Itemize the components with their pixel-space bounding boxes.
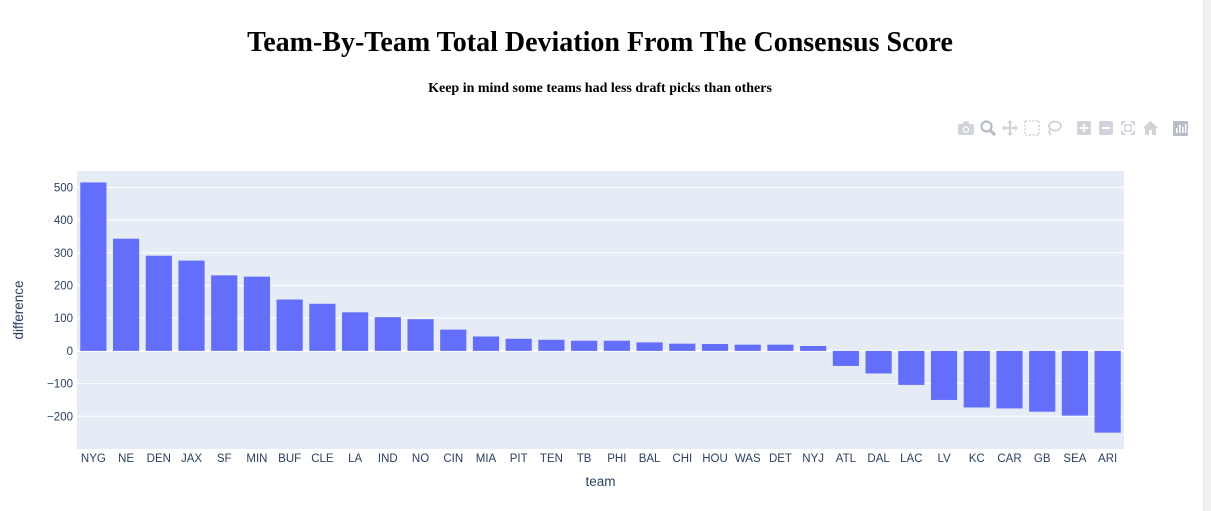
bar-phi[interactable] (603, 340, 630, 351)
bar-car[interactable] (996, 350, 1023, 409)
bar-hou[interactable] (701, 344, 729, 351)
x-tick-label: HOU (702, 453, 728, 465)
bar-bal[interactable] (636, 342, 663, 351)
lasso-icon[interactable] (1043, 119, 1065, 137)
bar-det[interactable] (767, 344, 794, 351)
zoom-out-icon[interactable] (1095, 119, 1117, 137)
pan-icon[interactable] (999, 119, 1021, 137)
x-tick-label: DEN (147, 453, 171, 465)
reset-axes-icon[interactable] (1139, 119, 1161, 137)
bar-buf[interactable] (276, 299, 303, 351)
x-tick-label: LA (348, 453, 362, 465)
y-axis-title: difference (11, 280, 26, 339)
bar-ten[interactable] (538, 339, 565, 351)
y-tick-label: −200 (47, 411, 73, 423)
y-axis-ticks: −200 −100 0 100 200 300 400 500 (47, 182, 73, 423)
x-tick-label: NO (412, 453, 429, 465)
x-tick-label: CAR (997, 453, 1021, 465)
bar-mia[interactable] (472, 336, 500, 351)
bar-sf[interactable] (211, 275, 238, 351)
bar-chi[interactable] (669, 343, 696, 351)
y-tick-label: 400 (54, 215, 73, 227)
bar-nyg[interactable] (80, 182, 107, 351)
x-tick-label: MIA (476, 453, 497, 465)
bar-atl[interactable] (832, 350, 859, 366)
y-tick-label: 100 (54, 313, 73, 325)
bar-jax[interactable] (178, 260, 205, 351)
x-tick-label: TEN (540, 453, 563, 465)
plotly-logo-icon[interactable] (1169, 119, 1191, 137)
x-tick-label: CIN (443, 453, 463, 465)
bar-kc[interactable] (963, 350, 990, 408)
bar-cle[interactable] (309, 303, 336, 351)
bar-la[interactable] (342, 312, 369, 351)
x-tick-label: PHI (607, 453, 626, 465)
chart-title: Team-By-Team Total Deviation From The Co… (247, 27, 953, 58)
x-tick-label: JAX (181, 453, 202, 465)
bar-no[interactable] (407, 319, 434, 351)
y-tick-label: 0 (67, 346, 73, 358)
x-tick-label: IND (378, 453, 398, 465)
bar-nyj[interactable] (800, 345, 827, 351)
x-axis-title: team (585, 474, 615, 489)
bar-cin[interactable] (440, 329, 467, 351)
x-tick-label: LV (937, 453, 951, 465)
x-tick-label: SEA (1063, 453, 1086, 465)
camera-icon[interactable] (955, 119, 977, 137)
y-tick-label: 300 (54, 248, 73, 260)
bar-ne[interactable] (112, 238, 140, 351)
y-tick-label: 200 (54, 280, 73, 292)
x-tick-label: GB (1034, 453, 1051, 465)
bar-dal[interactable] (865, 350, 892, 374)
x-tick-label: SF (217, 453, 232, 465)
x-tick-label: BAL (639, 453, 661, 465)
bar-pit[interactable] (505, 338, 532, 351)
x-tick-label: WAS (735, 453, 761, 465)
autoscale-icon[interactable] (1117, 119, 1139, 137)
x-tick-label: NE (118, 453, 134, 465)
x-tick-label: DAL (867, 453, 890, 465)
modebar (955, 119, 1191, 137)
x-tick-label: NYG (81, 453, 106, 465)
x-tick-label: DET (769, 453, 792, 465)
bar-ari[interactable] (1094, 350, 1121, 433)
bar-tb[interactable] (571, 340, 598, 351)
bar-sea[interactable] (1061, 350, 1089, 416)
x-tick-label: KC (969, 453, 985, 465)
x-tick-label: ARI (1098, 453, 1117, 465)
x-tick-label: ATL (836, 453, 857, 465)
y-tick-label: 500 (54, 182, 73, 194)
x-tick-label: NYJ (802, 453, 824, 465)
zoom-icon[interactable] (977, 119, 999, 137)
y-tick-label: −100 (47, 379, 73, 391)
bars (80, 182, 1121, 433)
bar-ind[interactable] (374, 317, 401, 351)
bar-den[interactable] (145, 255, 172, 351)
page-scrollbar[interactable] (1203, 0, 1211, 511)
x-tick-label: TB (577, 453, 592, 465)
x-tick-label: BUF (278, 453, 301, 465)
x-tick-label: MIN (246, 453, 267, 465)
chart-subtitle: Keep in mind some teams had less draft p… (428, 81, 772, 96)
x-tick-label: CLE (311, 453, 334, 465)
bar-lac[interactable] (898, 350, 925, 385)
bar-min[interactable] (243, 276, 271, 351)
bar-lv[interactable] (930, 350, 958, 400)
bar-was[interactable] (734, 344, 761, 351)
x-axis-ticks: NYG NE DEN JAX SF MIN BUF CLE LA IND NO CIN MIA PIT TE… (81, 453, 1117, 465)
x-tick-label: CHI (672, 453, 692, 465)
x-tick-label: LAC (900, 453, 922, 465)
zoom-in-icon[interactable] (1073, 119, 1095, 137)
bar-gb[interactable] (1029, 350, 1056, 412)
x-tick-label: PIT (510, 453, 528, 465)
